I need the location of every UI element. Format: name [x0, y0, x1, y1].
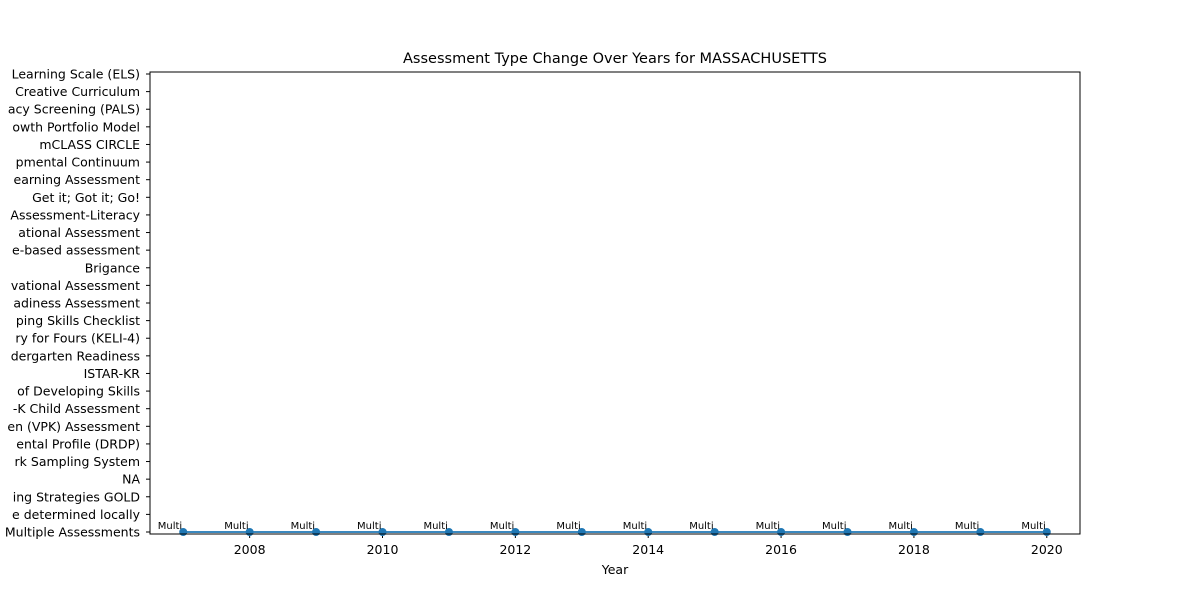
point-label: Multi — [556, 521, 580, 532]
y-tick-label: rk Sampling System — [15, 454, 140, 469]
point-label: Multi — [158, 521, 182, 532]
x-axis-label: Year — [601, 562, 629, 577]
y-tick-label: dergarten Readiness — [11, 348, 140, 363]
x-axis: 2008 2010 2012 2014 2016 2018 2020 — [234, 534, 1063, 557]
y-tick-label: earning Assessment — [14, 172, 141, 187]
point-label: Multi — [756, 521, 780, 532]
y-tick-label: ental Profile (DRDP) — [16, 436, 140, 451]
y-tick-label: Learning Scale (ELS) — [12, 67, 140, 82]
y-axis: Multiple Assessments e determined locally… — [5, 67, 150, 540]
point-label: Multi — [623, 521, 647, 532]
point-label: Multi — [1021, 521, 1045, 532]
point-label: Multi — [888, 521, 912, 532]
point-label: Multi — [490, 521, 514, 532]
x-tick-label: 2020 — [1031, 542, 1063, 557]
y-tick-label: -K Child Assessment — [13, 401, 140, 416]
point-label: Multi — [423, 521, 447, 532]
x-tick-label: 2010 — [367, 542, 399, 557]
y-tick-label: Creative Curriculum — [15, 84, 140, 99]
y-tick-label: en (VPK) Assessment — [7, 419, 140, 434]
x-tick-label: 2018 — [898, 542, 930, 557]
y-tick-label: Assessment-Literacy — [10, 207, 140, 222]
y-tick-label: ing Strategies GOLD — [13, 489, 140, 504]
y-tick-label: acy Screening (PALS) — [8, 102, 140, 117]
y-tick-label: ational Assessment — [18, 225, 140, 240]
y-tick-label: ry for Fours (KELI-4) — [15, 331, 140, 346]
y-tick-label: mCLASS CIRCLE — [39, 137, 140, 152]
point-labels: Multi Multi Multi Multi Multi Multi Multi Multi… — [158, 521, 1046, 532]
point-label: Multi — [955, 521, 979, 532]
x-tick-label: 2008 — [234, 542, 266, 557]
point-label: Multi — [291, 521, 315, 532]
y-tick-label: e determined locally — [12, 507, 141, 522]
y-tick-label: adiness Assessment — [13, 296, 140, 311]
y-tick-label: Brigance — [85, 260, 141, 275]
point-label: Multi — [357, 521, 381, 532]
x-tick-label: 2014 — [632, 542, 664, 557]
y-tick-label: ping Skills Checklist — [16, 313, 140, 328]
y-tick-label: NA — [122, 472, 140, 487]
y-tick-label: vational Assessment — [11, 278, 140, 293]
point-label: Multi — [689, 521, 713, 532]
y-tick-label: pmental Continuum — [16, 155, 140, 170]
chart-title: Assessment Type Change Over Years for MA… — [403, 51, 827, 67]
x-tick-label: 2016 — [765, 542, 797, 557]
plot-frame — [149, 71, 1081, 535]
y-tick-label: owth Portfolio Model — [12, 119, 140, 134]
y-tick-label: Get it; Got it; Go! — [32, 190, 140, 205]
y-tick-label: e-based assessment — [12, 243, 140, 258]
y-tick-label: of Developing Skills — [17, 384, 140, 399]
y-tick-label: Multiple Assessments — [5, 525, 140, 540]
y-tick-label: ISTAR-KR — [84, 366, 141, 381]
point-label: Multi — [224, 521, 248, 532]
point-label: Multi — [822, 521, 846, 532]
x-tick-label: 2012 — [499, 542, 531, 557]
